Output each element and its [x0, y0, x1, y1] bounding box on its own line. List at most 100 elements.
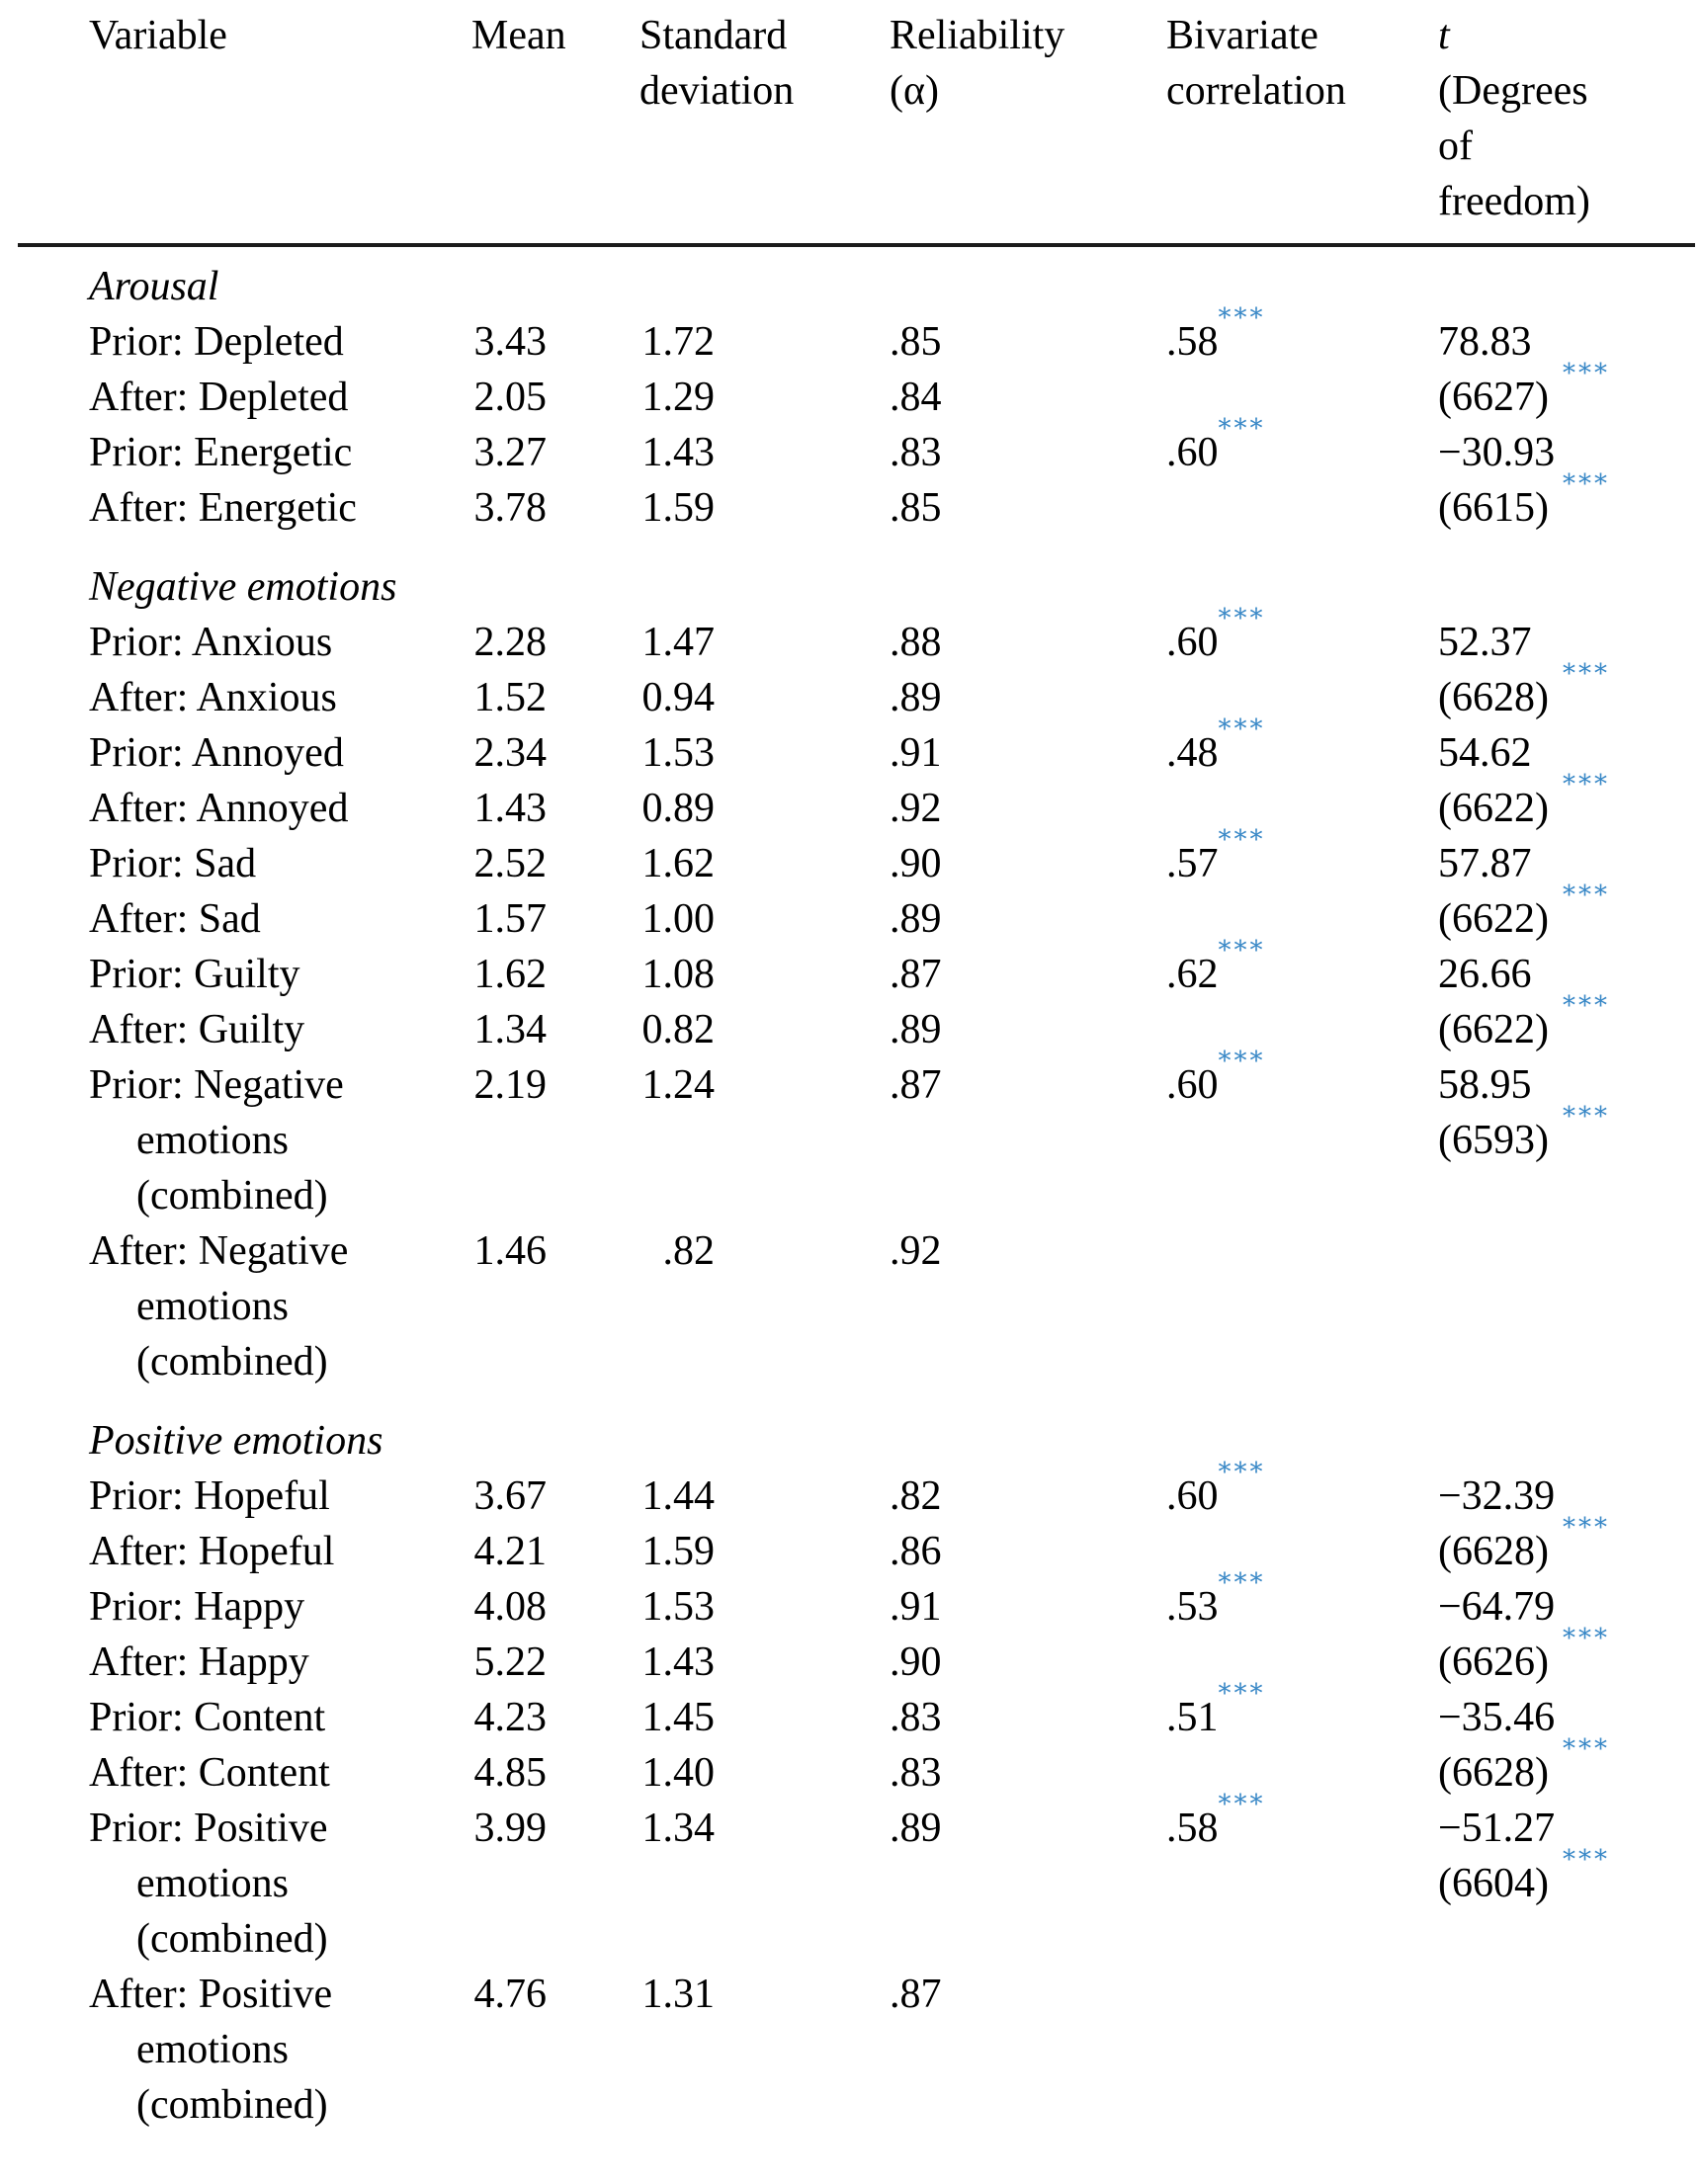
- t-value: (6622): [1438, 896, 1549, 942]
- t-cell: [1438, 1223, 1695, 1224]
- sd-value: 0.89: [641, 786, 716, 831]
- variable-label: (combined): [136, 1339, 328, 1385]
- correlation-value: .51: [1166, 1695, 1219, 1740]
- variable-cell: Prior: Annoyed: [18, 725, 471, 781]
- correlation-value: .60: [1166, 1473, 1219, 1519]
- t-value: 78.83: [1438, 319, 1532, 365]
- table-row: After: Happy 5.22 1.43 .90 (6626) ***: [18, 1626, 1695, 1690]
- significance-stars: ***: [1218, 1789, 1266, 1819]
- mean-value: 4.21: [473, 1529, 548, 1574]
- significance-stars: ***: [1562, 769, 1610, 799]
- column-header-standard-deviation: Standard deviation: [639, 8, 890, 119]
- t-cell: 57.87: [1438, 836, 1695, 891]
- reliability-cell: .88: [890, 620, 942, 665]
- t-cell: (6622) ***: [1438, 772, 1695, 836]
- t-value: −30.93: [1438, 430, 1556, 475]
- sd-cell: 0.94: [639, 670, 890, 725]
- t-value: −35.46: [1438, 1695, 1556, 1740]
- variable-label: Prior: Content: [89, 1695, 326, 1740]
- mean-cell: 1.34: [471, 1002, 639, 1057]
- variable-cell: After: Guilty: [18, 1002, 471, 1057]
- variable-label: Prior: Guilty: [89, 952, 300, 997]
- significance-stars: ***: [1218, 1457, 1266, 1487]
- significance-stars: ***: [1218, 1046, 1266, 1076]
- t-cell: 54.62: [1438, 725, 1695, 781]
- table-row: After: Content 4.85 1.40 .83 (6628) ***: [18, 1736, 1695, 1801]
- sd-value: 1.53: [641, 1584, 716, 1630]
- table-row: After: Anxious 1.52 0.94 .89 (6628) ***: [18, 661, 1695, 725]
- correlation-cell: .60***: [1166, 1049, 1438, 1113]
- correlation-value: .62: [1166, 952, 1219, 997]
- sd-value: 1.40: [641, 1750, 716, 1796]
- reliability-cell: .83: [890, 1695, 942, 1740]
- variable-cell: After: Happy: [18, 1635, 471, 1690]
- reliability-cell: .87: [890, 1062, 942, 1108]
- header-line: Reliability: [890, 13, 1065, 58]
- significance-stars: ***: [1562, 468, 1610, 499]
- variable-cell: Prior: Content: [18, 1690, 471, 1745]
- variable-cell: Prior: Guilty: [18, 947, 471, 1002]
- correlation-cell: [1166, 1524, 1438, 1525]
- t-cell: (6628) ***: [1438, 1736, 1695, 1801]
- mean-value: 4.85: [473, 1750, 548, 1796]
- t-cell: 26.66: [1438, 947, 1695, 1002]
- t-cell: 58.95 (6593) ***: [1438, 1057, 1695, 1168]
- reliability-cell: .89: [890, 675, 942, 720]
- variable-cell: After: Annoyed: [18, 781, 471, 836]
- column-header-variable: Variable: [18, 8, 471, 63]
- t-value: −64.79: [1438, 1584, 1556, 1630]
- t-cell: −51.27 (6604) ***: [1438, 1801, 1695, 1911]
- t-value: (6593): [1438, 1118, 1549, 1163]
- header-line: Standard: [639, 13, 788, 58]
- significance-stars: ***: [1218, 1567, 1266, 1598]
- sd-cell: 1.43: [639, 1635, 890, 1690]
- header-line: (Degrees: [1438, 68, 1588, 114]
- t-value: −51.27: [1438, 1806, 1556, 1851]
- mean-cell: 1.46: [471, 1223, 639, 1279]
- variable-label: emotions: [136, 1284, 289, 1329]
- table-row: After: Energetic 3.78 1.59 .85 (6615) ***: [18, 471, 1695, 536]
- mean-cell: 3.99: [471, 1801, 639, 1856]
- sd-cell: 1.59: [639, 480, 890, 536]
- variable-cell: Prior: Sad: [18, 836, 471, 891]
- correlation-cell: [1166, 1635, 1438, 1636]
- sd-cell: 1.47: [639, 615, 890, 670]
- correlation-value: .57: [1166, 841, 1219, 886]
- table-row: Prior: Anxious 2.28 1.47 .88 .60*** 52.3…: [18, 606, 1695, 670]
- sd-cell: .82: [639, 1223, 890, 1279]
- significance-stars: ***: [1218, 824, 1266, 855]
- mean-cell: 3.27: [471, 425, 639, 480]
- significance-stars: ***: [1562, 1101, 1610, 1132]
- variable-cell: Prior: Negative emotions (combined): [18, 1057, 471, 1223]
- mean-cell: 2.28: [471, 615, 639, 670]
- reliability-cell: .82: [890, 1473, 942, 1519]
- mean-value: 4.08: [473, 1584, 548, 1630]
- variable-label: Prior: Positive: [89, 1806, 328, 1851]
- header-line: (α): [890, 68, 939, 114]
- t-cell: (6628) ***: [1438, 661, 1695, 725]
- correlation-cell: .60***: [1166, 1460, 1438, 1524]
- t-cell: −64.79: [1438, 1579, 1695, 1635]
- t-cell: (6628) ***: [1438, 1515, 1695, 1579]
- column-header-mean: Mean: [471, 8, 639, 63]
- variable-label: After: Hopeful: [89, 1529, 335, 1574]
- mean-value: 5.22: [473, 1639, 548, 1685]
- reliability-cell: .84: [890, 375, 942, 420]
- sd-cell: 1.43: [639, 425, 890, 480]
- reliability-cell: .91: [890, 730, 942, 776]
- variable-cell: Prior: Energetic: [18, 425, 471, 480]
- variable-label: (combined): [136, 1916, 328, 1962]
- mean-value: 4.23: [473, 1695, 548, 1740]
- column-header-reliability: Reliability (α): [890, 8, 1166, 119]
- variable-label: After: Annoyed: [89, 786, 349, 831]
- variable-label: emotions: [136, 2027, 289, 2072]
- t-value: −32.39: [1438, 1473, 1556, 1519]
- t-value: (6627): [1438, 375, 1549, 420]
- table-row: After: Annoyed 1.43 0.89 .92 (6622) ***: [18, 772, 1695, 836]
- sd-value: 1.43: [641, 430, 716, 475]
- sd-cell: 0.82: [639, 1002, 890, 1057]
- sd-value: 1.24: [641, 1062, 716, 1108]
- mean-value: 1.43: [473, 786, 548, 831]
- correlation-cell: .53***: [1166, 1570, 1438, 1635]
- correlation-cell: .57***: [1166, 827, 1438, 891]
